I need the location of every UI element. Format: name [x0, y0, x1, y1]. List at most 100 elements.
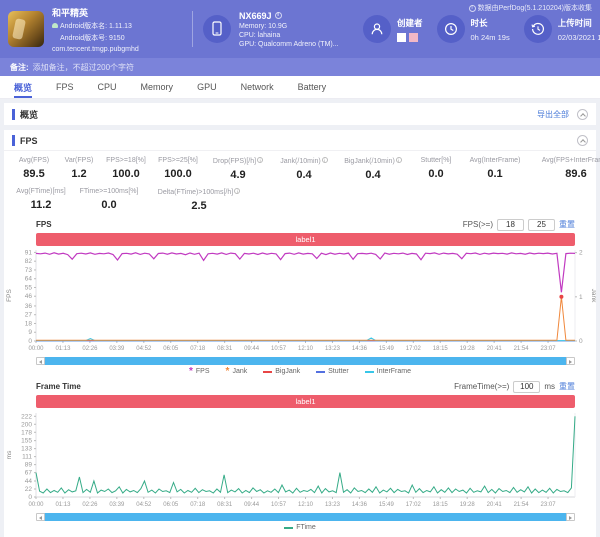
scrollbar-handle-left[interactable]: [36, 357, 45, 365]
legend-item[interactable]: InterFrame: [365, 368, 411, 375]
legend-marker-dash: [316, 371, 325, 373]
svg-text:17:02: 17:02: [406, 346, 422, 352]
export-all-link[interactable]: 导出全部: [537, 109, 569, 120]
legend-label: FTime: [296, 524, 316, 531]
ftime-reset-link[interactable]: 重置: [559, 381, 575, 392]
tab-overview[interactable]: 概览: [2, 76, 44, 98]
svg-text:64: 64: [25, 276, 33, 283]
svg-text:09:44: 09:44: [244, 346, 260, 352]
stat-value: 0.1: [462, 168, 528, 180]
ftime-chart-label-banner: label1: [36, 395, 575, 408]
stat-value: 100.0: [152, 168, 204, 180]
section-accent-bar: [12, 135, 15, 146]
creator-label: 创建者: [397, 17, 423, 29]
svg-text:0: 0: [579, 338, 583, 345]
fps-chart-title: FPS: [36, 220, 52, 229]
ftime-chart-scrollbar[interactable]: [36, 513, 575, 521]
svg-text:15:49: 15:49: [379, 502, 395, 508]
user-icon: [363, 15, 391, 43]
stat-value: 11.2: [10, 199, 72, 211]
svg-text:04:52: 04:52: [136, 502, 152, 508]
svg-text:04:52: 04:52: [136, 346, 152, 352]
svg-text:03:39: 03:39: [109, 502, 125, 508]
svg-text:19:28: 19:28: [460, 346, 476, 352]
overview-card: 概览 导出全部: [4, 103, 596, 125]
svg-text:10:57: 10:57: [271, 502, 287, 508]
stat-label: Jank(/10min): [280, 158, 320, 165]
tab-gpu[interactable]: GPU: [185, 76, 229, 98]
note-bar[interactable]: 备注: 添加备注，不超过200个字符: [0, 58, 600, 76]
tab-memory[interactable]: Memory: [129, 76, 186, 98]
fps-section-title: FPS: [20, 136, 38, 146]
legend-item[interactable]: FTime: [284, 524, 316, 531]
legend-label: Jank: [232, 368, 247, 375]
svg-text:00:00: 00:00: [28, 502, 44, 508]
svg-text:1: 1: [579, 294, 583, 301]
stat-value: 2.5: [146, 200, 252, 212]
fps-chart-scrollbar[interactable]: [36, 357, 575, 365]
stat-value: 100.0: [100, 168, 152, 180]
legend-item[interactable]: Stutter: [316, 368, 349, 375]
info-icon[interactable]: [322, 157, 328, 163]
info-icon[interactable]: [234, 188, 240, 194]
svg-text:18:15: 18:15: [433, 502, 449, 508]
app-name: 和平精英: [52, 6, 182, 19]
svg-text:ms: ms: [6, 450, 13, 459]
svg-text:07:18: 07:18: [190, 502, 206, 508]
svg-text:23:07: 23:07: [541, 346, 557, 352]
collector-note: 数据由PerfDog(5.1.210204)版本收集: [469, 3, 592, 13]
upload-time-block: 上传时间 02/03/2021 19:15:11: [524, 15, 600, 43]
scrollbar-handle-right[interactable]: [566, 513, 575, 521]
scrollbar-handle-left[interactable]: [36, 513, 45, 521]
svg-text:133: 133: [21, 446, 32, 453]
svg-text:09:44: 09:44: [244, 502, 260, 508]
fps-threshold-input-1[interactable]: [497, 219, 524, 231]
tab-cpu[interactable]: CPU: [86, 76, 129, 98]
fps-threshold-input-2[interactable]: [528, 219, 555, 231]
svg-text:0: 0: [28, 338, 32, 345]
stat-label: Stutter[%]: [410, 157, 462, 164]
collapse-fps-icon[interactable]: [577, 135, 588, 146]
fps-stats-row2: Avg(FTime)[ms]11.2 FTime>=100ms[%]0.0 De…: [4, 186, 596, 217]
stat-label: Delta(FTime)>100ms[/h]: [158, 189, 233, 196]
legend-marker-dash: [263, 371, 272, 373]
collapse-overview-icon[interactable]: [577, 109, 588, 120]
device-info: NX669J Memory: 10.9G CPU: lahaina GPU: Q…: [239, 11, 357, 48]
ftime-threshold-input[interactable]: [513, 381, 540, 393]
svg-text:02:26: 02:26: [82, 346, 98, 352]
stat-label: Avg(FPS): [10, 157, 58, 164]
tab-battery[interactable]: Battery: [286, 76, 339, 98]
fps-card: FPS Avg(FPS)89.5 Var(FPS)1.2 FPS>=18[%]1…: [4, 130, 596, 537]
duration-label: 时长: [471, 17, 510, 29]
svg-text:44: 44: [25, 478, 33, 485]
note-label: 备注:: [10, 62, 29, 73]
legend-item[interactable]: *Jank: [226, 368, 248, 375]
svg-text:08:31: 08:31: [217, 346, 233, 352]
stat-label: Avg(FPS+InterFrame): [528, 157, 600, 164]
creator-name-redacted: [397, 33, 423, 42]
tab-network[interactable]: Network: [229, 76, 286, 98]
legend-marker-star: *: [189, 369, 193, 375]
scrollbar-handle-right[interactable]: [566, 357, 575, 365]
stat-value: 0.0: [410, 168, 462, 180]
section-accent-bar: [12, 109, 15, 120]
svg-text:03:39: 03:39: [109, 346, 125, 352]
legend-item[interactable]: BigJank: [263, 368, 300, 375]
info-icon[interactable]: [396, 157, 402, 163]
svg-text:89: 89: [25, 462, 33, 469]
duration-block: 时长 0h 24m 19s: [437, 15, 510, 43]
stat-label: FPS>=25[%]: [152, 157, 204, 164]
svg-text:111: 111: [22, 454, 32, 461]
svg-text:FPS: FPS: [6, 289, 13, 302]
legend-marker-dash: [284, 527, 293, 529]
note-placeholder[interactable]: 添加备注，不超过200个字符: [33, 62, 134, 73]
svg-text:19:28: 19:28: [460, 502, 476, 508]
legend-label: Stutter: [328, 368, 349, 375]
legend-item[interactable]: *FPS: [189, 368, 210, 375]
stat-value: 4.9: [204, 169, 272, 181]
upload-time-value: 02/03/2021 19:15:11: [558, 33, 600, 42]
info-icon[interactable]: [257, 157, 263, 163]
fps-reset-link[interactable]: 重置: [559, 219, 575, 230]
device-info-icon[interactable]: [275, 12, 282, 19]
tab-fps[interactable]: FPS: [44, 76, 86, 98]
